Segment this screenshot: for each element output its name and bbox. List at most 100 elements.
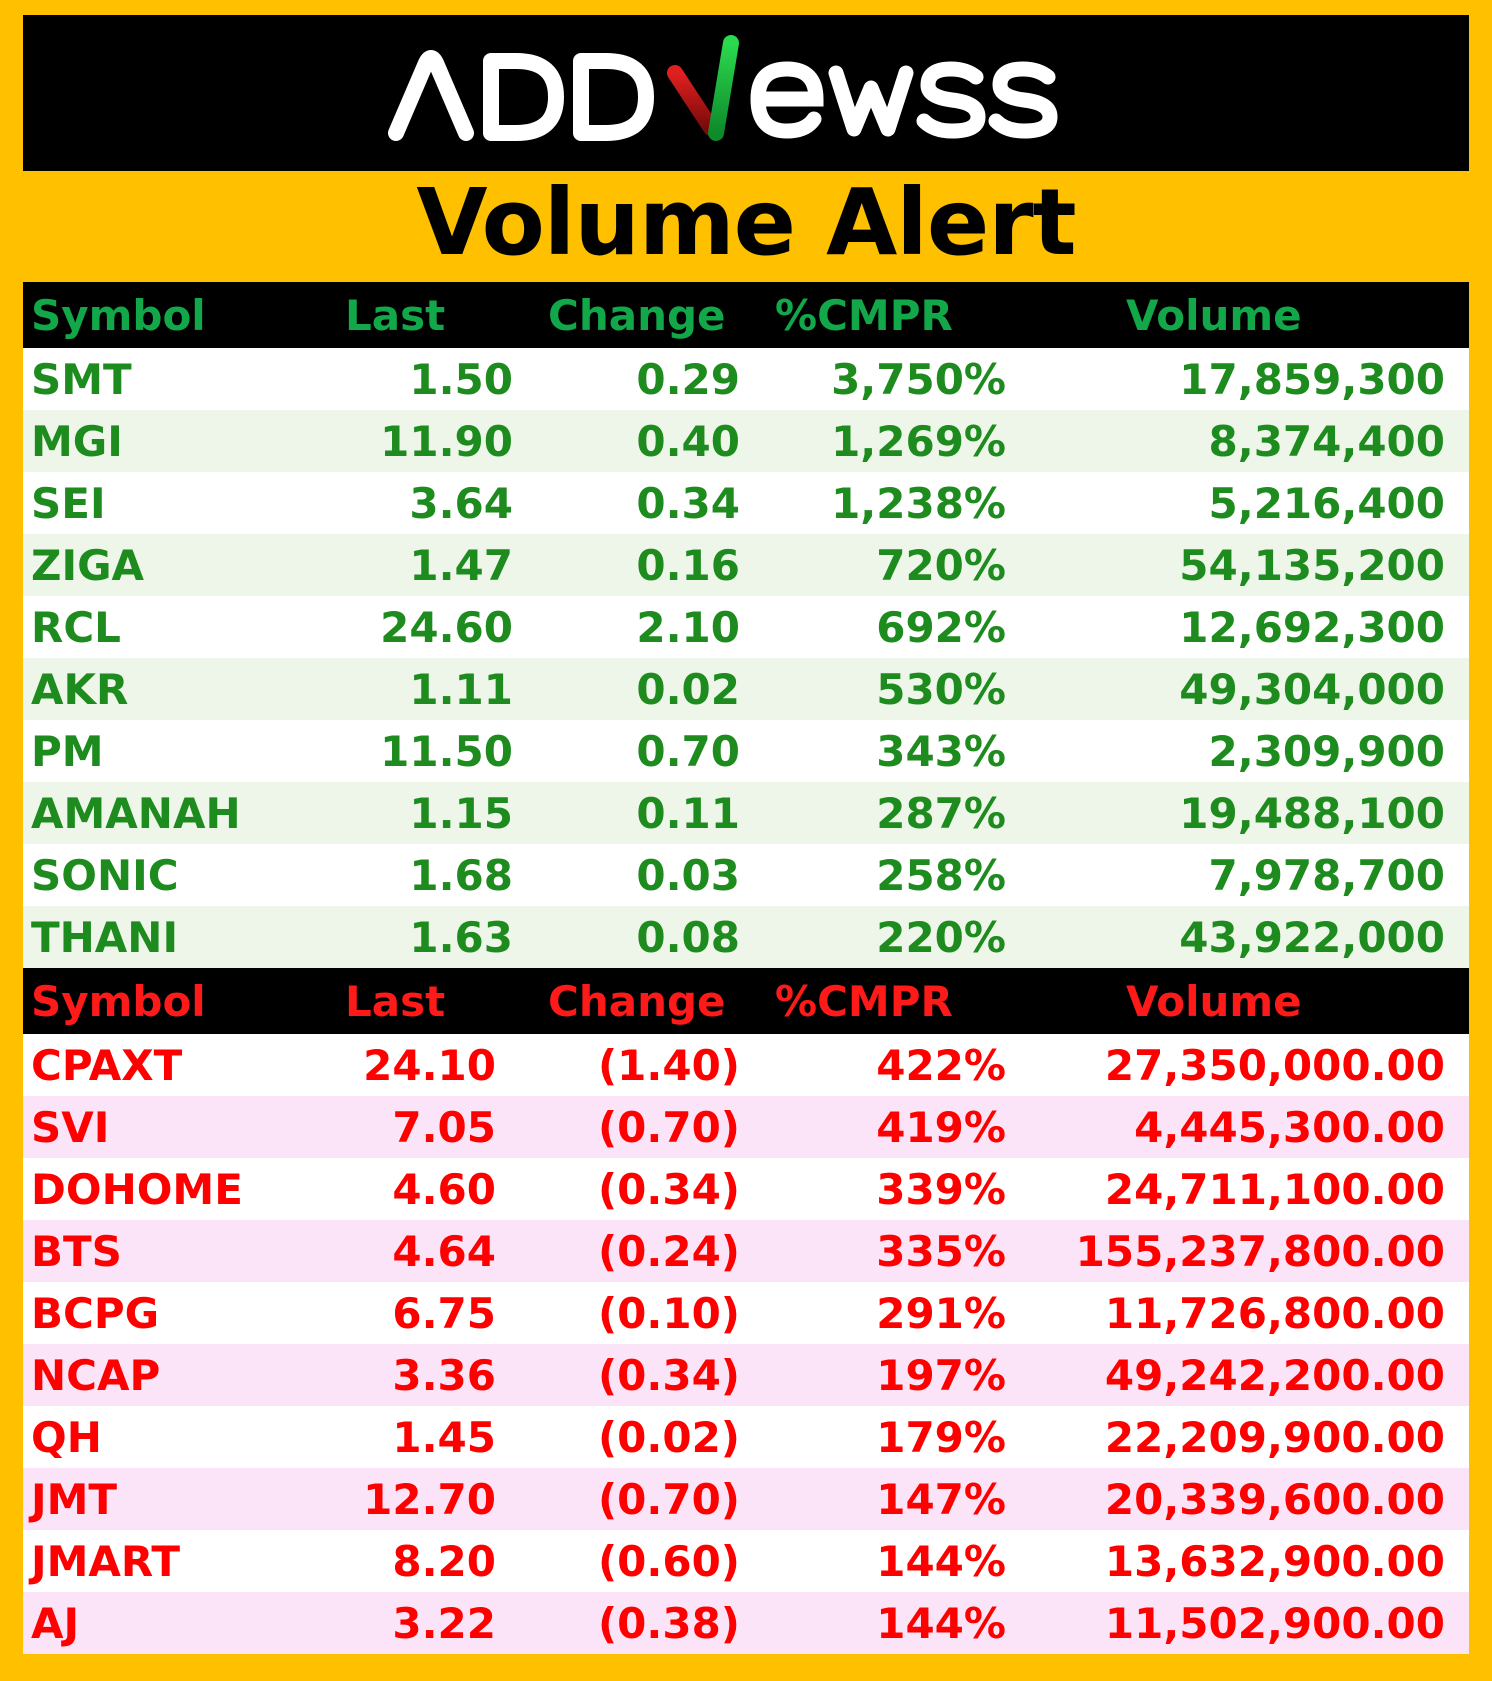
gainers-header-row: Symbol Last Change %CMPR Volume — [23, 282, 1469, 348]
change-cell: 0.34 — [636, 478, 740, 528]
table-row: SONIC 1.68 0.03 258% 7,978,700 — [23, 844, 1469, 906]
symbol-cell: AMANAH — [31, 788, 241, 838]
cmpr-cell: 220% — [876, 912, 1006, 962]
column-header-last: Last — [345, 290, 446, 340]
volume-cell: 7,978,700 — [1208, 850, 1445, 900]
symbol-cell: DOHOME — [31, 1164, 243, 1214]
cmpr-cell: 419% — [876, 1102, 1006, 1152]
column-header-last: Last — [345, 976, 446, 1026]
column-header-change: Change — [548, 976, 726, 1026]
column-header-symbol: Symbol — [31, 290, 206, 340]
cmpr-cell: 1,269% — [831, 416, 1006, 466]
symbol-cell: JMT — [31, 1474, 118, 1524]
cmpr-cell: 3,750% — [831, 354, 1006, 404]
last-cell: 11.90 — [380, 416, 513, 466]
table-row: JMART 8.20 (0.60) 144% 13,632,900.00 — [23, 1530, 1469, 1592]
cmpr-cell: 144% — [876, 1598, 1006, 1648]
change-cell: (0.70) — [597, 1474, 740, 1524]
last-cell: 1.68 — [409, 850, 513, 900]
symbol-cell: ZIGA — [31, 540, 145, 590]
change-cell: 0.08 — [636, 912, 740, 962]
page-title: Volume Alert — [416, 169, 1076, 276]
cmpr-cell: 339% — [876, 1164, 1006, 1214]
table-row: RCL 24.60 2.10 692% 12,692,300 — [23, 596, 1469, 658]
table-row: SMT 1.50 0.29 3,750% 17,859,300 — [23, 348, 1469, 410]
gainers-section: Symbol Last Change %CMPR Volume SMT 1.50 0.29 3,… — [23, 282, 1469, 968]
last-cell: 1.50 — [409, 354, 513, 404]
last-cell: 3.64 — [409, 478, 513, 528]
volume-cell: 27,350,000.00 — [1104, 1040, 1445, 1090]
last-cell: 11.50 — [380, 726, 513, 776]
symbol-cell: SMT — [31, 354, 132, 404]
symbol-cell: NCAP — [31, 1350, 161, 1400]
cmpr-cell: 692% — [876, 602, 1006, 652]
table-row: CPAXT 24.10 (1.40) 422% 27,350,000.00 — [23, 1034, 1469, 1096]
losers-section: Symbol Last Change %CMPR Volume CPAXT 24.10 (1.… — [23, 968, 1469, 1654]
volume-cell: 8,374,400 — [1208, 416, 1445, 466]
column-header-pct-cmpr: %CMPR — [775, 976, 953, 1026]
logo-banner — [23, 15, 1469, 171]
change-cell: (0.24) — [597, 1226, 740, 1276]
change-cell: (0.60) — [597, 1536, 740, 1586]
volume-cell: 5,216,400 — [1208, 478, 1445, 528]
volume-alert-table: Symbol Last Change %CMPR Volume SMT 1.50 0.29 3,… — [23, 282, 1469, 1654]
table-row: DOHOME 4.60 (0.34) 339% 24,711,100.00 — [23, 1158, 1469, 1220]
cmpr-cell: 147% — [876, 1474, 1006, 1524]
volume-cell: 155,237,800.00 — [1075, 1226, 1445, 1276]
table-row: BTS 4.64 (0.24) 335% 155,237,800.00 — [23, 1220, 1469, 1282]
change-cell: 0.16 — [636, 540, 740, 590]
column-header-volume: Volume — [1126, 290, 1302, 340]
cmpr-cell: 258% — [876, 850, 1006, 900]
change-cell: 0.02 — [636, 664, 740, 714]
change-cell: 0.29 — [636, 354, 740, 404]
volume-cell: 54,135,200 — [1179, 540, 1445, 590]
volume-cell: 11,502,900.00 — [1104, 1598, 1445, 1648]
table-row: BCPG 6.75 (0.10) 291% 11,726,800.00 — [23, 1282, 1469, 1344]
symbol-cell: SEI — [31, 478, 106, 528]
column-header-volume: Volume — [1126, 976, 1302, 1026]
change-cell: (0.34) — [597, 1350, 740, 1400]
cmpr-cell: 720% — [876, 540, 1006, 590]
volume-cell: 22,209,900.00 — [1104, 1412, 1445, 1462]
column-header-change: Change — [548, 290, 726, 340]
table-row: THANI 1.63 0.08 220% 43,922,000 — [23, 906, 1469, 968]
volume-cell: 4,445,300.00 — [1134, 1102, 1445, 1152]
cmpr-cell: 422% — [876, 1040, 1006, 1090]
losers-header-row: Symbol Last Change %CMPR Volume — [23, 968, 1469, 1034]
last-cell: 1.45 — [392, 1412, 496, 1462]
change-cell: (0.02) — [597, 1412, 740, 1462]
cmpr-cell: 287% — [876, 788, 1006, 838]
symbol-cell: CPAXT — [31, 1040, 183, 1090]
table-row: AKR 1.11 0.02 530% 49,304,000 — [23, 658, 1469, 720]
volume-cell: 20,339,600.00 — [1104, 1474, 1445, 1524]
last-cell: 3.36 — [392, 1350, 496, 1400]
volume-cell: 12,692,300 — [1179, 602, 1445, 652]
symbol-cell: BTS — [31, 1226, 122, 1276]
symbol-cell: MGI — [31, 416, 123, 466]
table-row: SEI 3.64 0.34 1,238% 5,216,400 — [23, 472, 1469, 534]
table-row: ZIGA 1.47 0.16 720% 54,135,200 — [23, 534, 1469, 596]
last-cell: 4.64 — [392, 1226, 496, 1276]
last-cell: 1.47 — [409, 540, 513, 590]
symbol-cell: BCPG — [31, 1288, 160, 1338]
change-cell: (0.70) — [597, 1102, 740, 1152]
table-row: SVI 7.05 (0.70) 419% 4,445,300.00 — [23, 1096, 1469, 1158]
cmpr-cell: 343% — [876, 726, 1006, 776]
cmpr-cell: 530% — [876, 664, 1006, 714]
volume-cell: 24,711,100.00 — [1104, 1164, 1445, 1214]
table-row: NCAP 3.36 (0.34) 197% 49,242,200.00 — [23, 1344, 1469, 1406]
change-cell: (0.38) — [597, 1598, 740, 1648]
last-cell: 1.63 — [409, 912, 513, 962]
addnewss-logo — [388, 35, 1058, 141]
table-row: AMANAH 1.15 0.11 287% 19,488,100 — [23, 782, 1469, 844]
volume-cell: 49,242,200.00 — [1104, 1350, 1445, 1400]
symbol-cell: QH — [31, 1412, 102, 1462]
change-cell: 0.40 — [636, 416, 740, 466]
cmpr-cell: 1,238% — [831, 478, 1006, 528]
last-cell: 24.60 — [380, 602, 513, 652]
table-row: AJ 3.22 (0.38) 144% 11,502,900.00 — [23, 1592, 1469, 1654]
volume-cell: 43,922,000 — [1179, 912, 1445, 962]
symbol-cell: SONIC — [31, 850, 179, 900]
table-row: MGI 11.90 0.40 1,269% 8,374,400 — [23, 410, 1469, 472]
last-cell: 12.70 — [363, 1474, 496, 1524]
